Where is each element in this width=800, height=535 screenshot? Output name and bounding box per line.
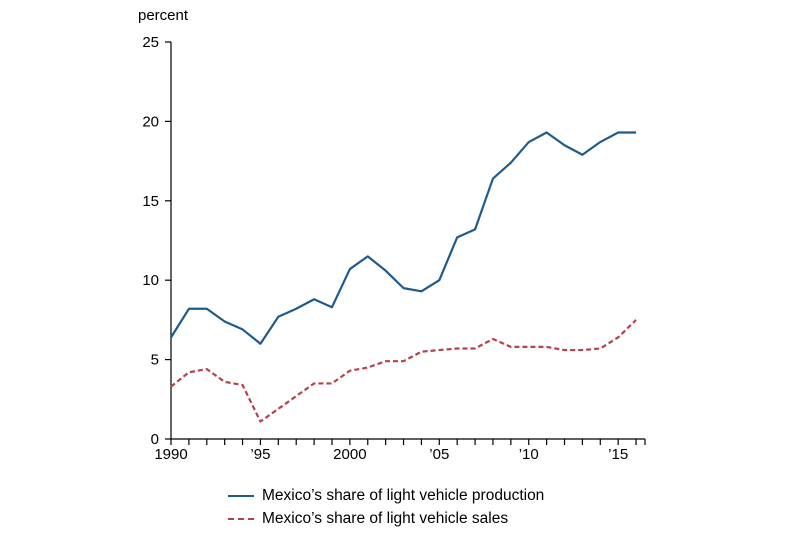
legend-item-production: Mexico’s share of light vehicle producti…: [228, 484, 544, 507]
x-tick-label: 2000: [333, 446, 366, 463]
series-layer: [170, 131, 637, 423]
x-tick-label: ’95: [250, 446, 270, 463]
y-tick-label: 20: [142, 113, 159, 130]
y-tick-label: 0: [151, 431, 159, 448]
sales-series-line: [170, 319, 637, 423]
x-tick-label: ’10: [519, 446, 539, 463]
x-tick-label: 1990: [154, 446, 187, 463]
legend-swatch-sales: [228, 517, 254, 520]
legend-label-production: Mexico’s share of light vehicle producti…: [262, 487, 545, 504]
legend-swatch-production: [228, 494, 254, 497]
legend: Mexico’s share of light vehicle producti…: [228, 484, 544, 530]
y-tick-label: 5: [151, 352, 159, 369]
y-tick-label: 10: [142, 272, 159, 289]
production-series-line: [170, 131, 637, 345]
legend-label-sales: Mexico’s share of light vehicle sales: [262, 510, 509, 527]
x-tick-label: ’15: [608, 446, 628, 463]
x-axis: 1990 ’95 2000 ’05 ’10 ’15: [154, 438, 646, 463]
y-tick-label: 25: [142, 34, 159, 51]
legend-item-sales: Mexico’s share of light vehicle sales: [228, 507, 544, 530]
y-axis: 0 5 10 15 20 25: [142, 34, 172, 448]
x-tick-label: ’05: [429, 446, 449, 463]
y-unit-label: percent: [138, 7, 189, 24]
y-tick-label: 15: [142, 193, 159, 210]
